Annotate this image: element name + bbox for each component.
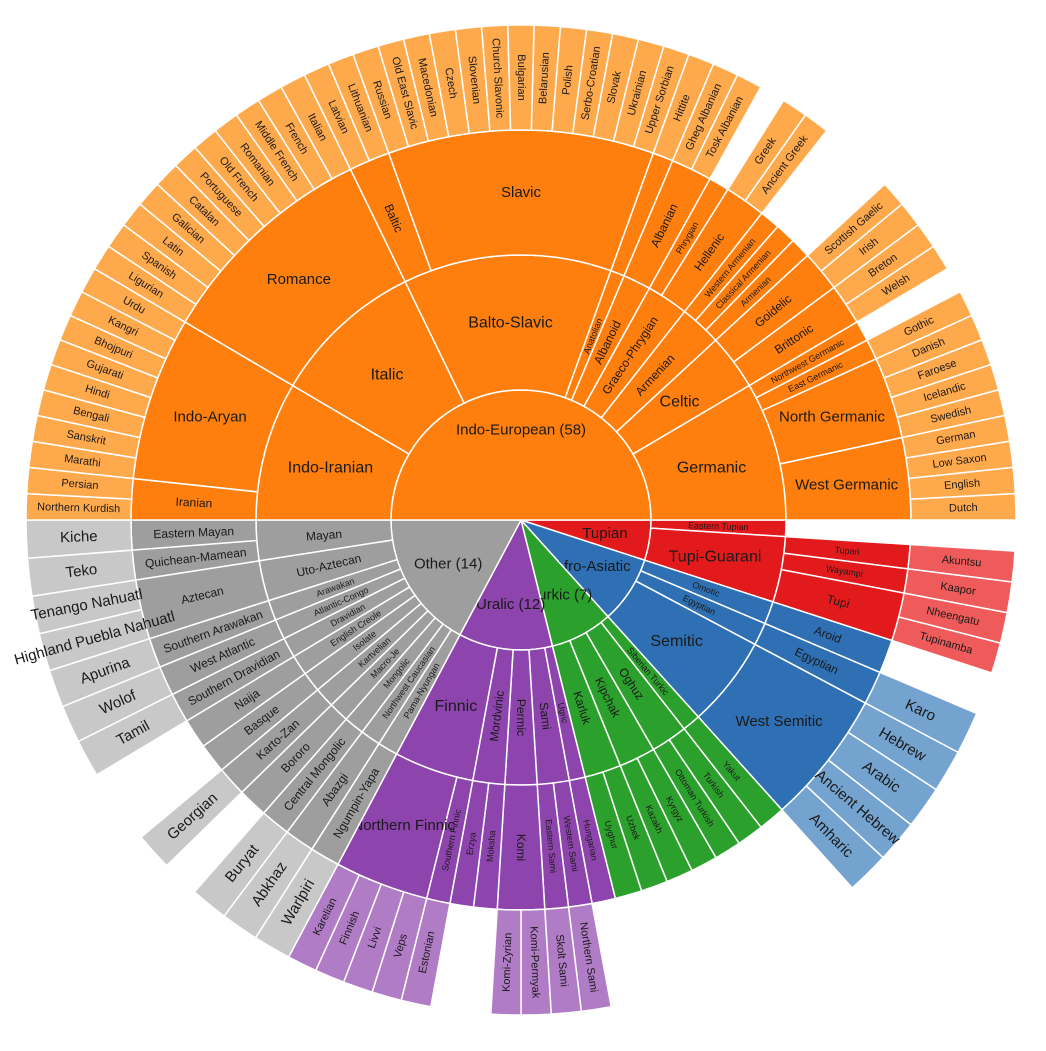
family-label-indo-european: Indo-European (58) bbox=[456, 422, 586, 439]
subbranch-label-north-germanic: North Germanic bbox=[779, 409, 885, 426]
subbranch-label-west-semitic: West Semitic bbox=[735, 713, 823, 730]
subbranch-label-romance: Romance bbox=[267, 271, 331, 288]
branch-label-celtic: Celtic bbox=[660, 394, 700, 411]
subbranch-label-slavic: Slavic bbox=[501, 184, 542, 201]
language-label-kiche: Kiche bbox=[60, 528, 98, 546]
language-label-akuntsu: Akuntsu bbox=[941, 554, 982, 570]
language-label-church-slavonic: Church Slavonic bbox=[489, 38, 505, 119]
language-label-english: English bbox=[944, 477, 981, 492]
subbranch-label-iranian: Iranian bbox=[175, 495, 212, 511]
language-dutch[interactable] bbox=[909, 492, 1017, 521]
subbranch-label-indo-aryan: Indo-Aryan bbox=[173, 409, 246, 426]
subbranch-label-moksha: Moksha bbox=[485, 830, 498, 862]
subbranch-label-komi: Komi bbox=[514, 834, 528, 861]
family-label-uralic: Uralic (12) bbox=[476, 596, 545, 613]
branch-label-sami: Sami bbox=[536, 702, 553, 731]
family-label-afro-asiatic: Afro-Asiatic bbox=[554, 558, 631, 575]
language-label-skolt-sami: Skolt Sami bbox=[553, 934, 570, 987]
language-label-polish: Polish bbox=[560, 64, 575, 95]
branch-label-germanic: Germanic bbox=[677, 460, 746, 477]
language-label-teko: Teko bbox=[65, 561, 98, 582]
subbranch-label-erzya: Erzya bbox=[464, 832, 477, 856]
language-label-czech: Czech bbox=[442, 67, 459, 100]
subbranch-label-eastern-mayan: Eastern Mayan bbox=[153, 524, 234, 541]
subbranch-label-northern-finnic: Northern Finnic bbox=[352, 817, 455, 834]
language-label-komi-zyrian: Komi-Zyrian bbox=[501, 932, 515, 992]
branch-label-tupi-guarani: Tupi-Guarani bbox=[669, 549, 762, 566]
branch-label-semitic: Semitic bbox=[650, 633, 702, 650]
language-label-bulgarian: Bulgarian bbox=[515, 54, 527, 100]
subbranch-label-west-germanic: West Germanic bbox=[795, 477, 899, 494]
language-label-slovenian: Slovenian bbox=[465, 55, 482, 104]
subbranch-label-tupari: Tupari bbox=[834, 545, 860, 557]
branch-label-eastern-tupian: Eastern Tupian bbox=[688, 520, 749, 532]
branch-label-ugric: Ugric bbox=[556, 702, 570, 725]
branch-label-indo-iranian: Indo-Iranian bbox=[288, 460, 373, 477]
branch-label-mordvinic: Mordvinic bbox=[487, 690, 507, 743]
branch-label-mayan: Mayan bbox=[306, 527, 343, 544]
branch-label-italic: Italic bbox=[371, 366, 404, 383]
subbranch-label-eastern-sami: Eastern Sami bbox=[544, 819, 559, 874]
family-label-other: Other (14) bbox=[414, 555, 482, 572]
language-label-belarusian: Belarusian bbox=[537, 52, 552, 105]
language-label-dutch: Dutch bbox=[949, 502, 978, 515]
language-label-kaapor: Kaapor bbox=[940, 581, 977, 598]
language-label-komi-permyak: Komi-Permyak bbox=[527, 926, 541, 999]
language-label-persian: Persian bbox=[61, 477, 99, 492]
family-label-tupian: Tupian bbox=[582, 525, 627, 542]
language-label-northern-kurdish: Northern Kurdish bbox=[37, 501, 120, 515]
family-label-turkic-7: Turkic (7) bbox=[530, 587, 593, 604]
subbranch-label-tupi: Tupi bbox=[825, 592, 851, 611]
language-label-marathi: Marathi bbox=[63, 453, 101, 470]
branch-label-finnic: Finnic bbox=[435, 698, 478, 715]
branch-label-permic: Permic bbox=[514, 699, 528, 736]
branch-label-balto-slavic: Balto-Slavic bbox=[468, 314, 552, 331]
